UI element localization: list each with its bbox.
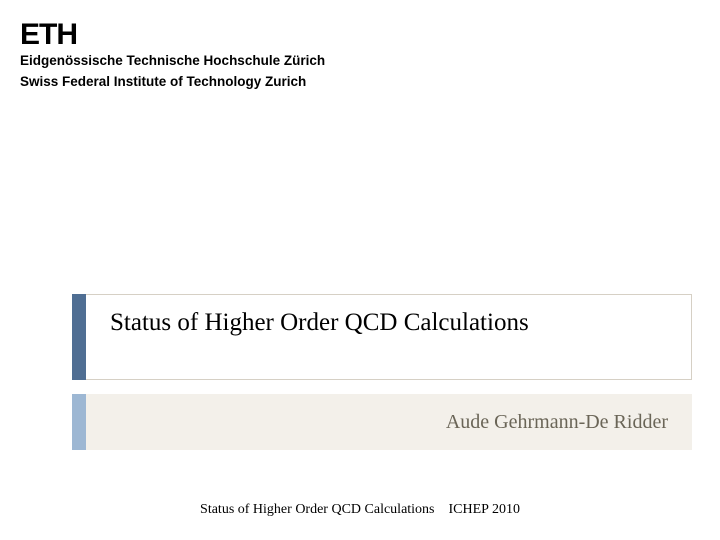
eth-logo-mark: ETH bbox=[20, 20, 325, 50]
author-accent-stripe bbox=[72, 394, 86, 450]
footer-title: Status of Higher Order QCD Calculations bbox=[200, 502, 434, 517]
institution-name-de: Eidgenössische Technische Hochschule Zür… bbox=[20, 52, 325, 71]
author-bar: Aude Gehrmann-De Ridder bbox=[72, 394, 692, 450]
author-box: Aude Gehrmann-De Ridder bbox=[86, 394, 692, 450]
slide-footer: Status of Higher Order QCD Calculations I… bbox=[0, 502, 720, 518]
title-accent-stripe bbox=[72, 294, 86, 380]
title-box: Status of Higher Order QCD Calculations bbox=[86, 294, 692, 380]
footer-event: ICHEP 2010 bbox=[449, 502, 520, 517]
slide-title: Status of Higher Order QCD Calculations bbox=[110, 309, 529, 337]
author-name: Aude Gehrmann-De Ridder bbox=[446, 411, 668, 434]
institution-logo-block: ETH Eidgenössische Technische Hochschule… bbox=[20, 20, 325, 92]
title-bar: Status of Higher Order QCD Calculations bbox=[72, 294, 692, 380]
institution-name-en: Swiss Federal Institute of Technology Zu… bbox=[20, 73, 325, 92]
